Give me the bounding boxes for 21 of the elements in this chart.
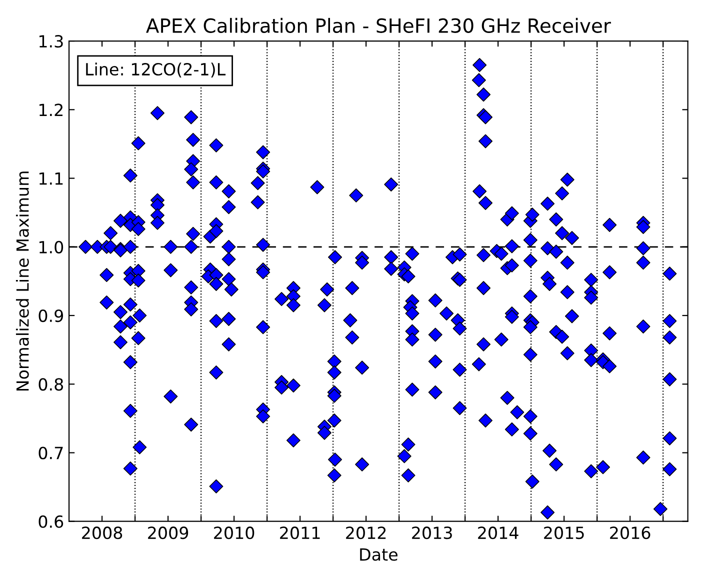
x-tick-label: 2011 (280, 526, 320, 540)
x-axis-title: Date (360, 548, 398, 561)
x-tick-label: 2009 (148, 526, 188, 540)
y-tick-label: 1.0 (39, 240, 64, 254)
y-tick-label: 1.2 (39, 104, 62, 116)
y-tick-label: 1.1 (39, 172, 63, 185)
y-tick-label: 0.9 (38, 309, 63, 322)
x-tick-label: 2010 (214, 526, 254, 540)
x-tick-label: 2012 (346, 526, 386, 540)
x-tick-label: 2014 (478, 526, 518, 540)
x-tick-label: 2008 (82, 526, 122, 540)
x-tick-label: 2013 (412, 526, 452, 540)
chart-title: APEX Calibration Plan - SHeFI 230 GHz Receiver (146, 18, 611, 33)
x-tick-label: 2016 (610, 526, 650, 540)
y-axis-title: Normalized Line Maximum (16, 172, 29, 391)
y-tick-label: 1.3 (39, 35, 63, 48)
y-tick-label: 0.8 (38, 378, 64, 391)
y-tick-label: 0.7 (38, 446, 63, 460)
y-tick-label: 0.6 (38, 515, 64, 528)
x-tick-label: 2015 (544, 526, 584, 540)
annotation: Line: 12CO(2-1)L (86, 62, 226, 78)
